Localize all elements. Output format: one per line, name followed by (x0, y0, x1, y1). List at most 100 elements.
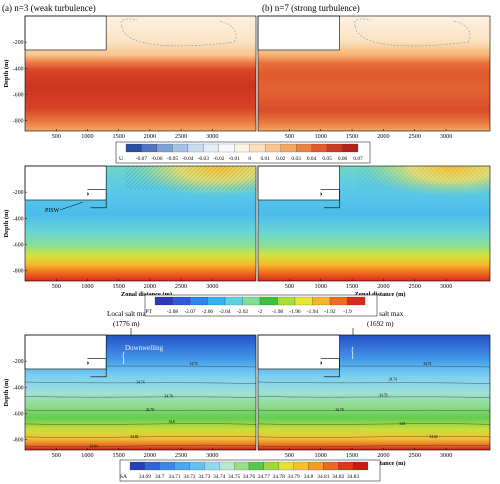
panel-5: 34.72 34.74 34.76 34.78 34.8 34.82 34.84 500 100… (3, 334, 257, 459)
colorbar-swatch (280, 143, 297, 153)
contour-line (257, 444, 491, 447)
colorbar-swatch (172, 143, 188, 153)
circulation-streamline (354, 18, 371, 27)
colorbar-swatch (311, 143, 328, 153)
cavity-outline (87, 189, 107, 209)
y-tick-label: -400 (13, 216, 24, 222)
contour-label: 34.72 (423, 362, 431, 366)
cavity-outline (320, 358, 340, 378)
colorbar-swatch (259, 296, 278, 306)
salt-max-b-line2: (1692 m) (367, 320, 394, 328)
colorbar-tick-label: -2.07 (184, 309, 196, 315)
colorbar-tick-label: 34.81 (317, 474, 329, 480)
colorbar-tick-label: -0.01 (229, 156, 241, 162)
contour-label: 34.82 (130, 435, 138, 439)
outflow-arrow (87, 361, 89, 366)
contour-line (24, 409, 257, 412)
colorbar-swatch (172, 296, 191, 306)
colorbar-swatch (125, 143, 142, 153)
y-tick-label: -800 (13, 438, 24, 444)
x-axis-label: Zonal distance (m) (354, 291, 405, 298)
contour-line (257, 396, 491, 398)
panel-1: 500 1000 1500 2000 2500 3000 -200 -400 -600 -800 D… (3, 15, 257, 140)
x-tick-label: 1500 (112, 133, 124, 140)
colorbar-tick-label: 34.82 (332, 474, 344, 480)
panel-frame (257, 334, 491, 451)
contour-label: 34.74 (389, 378, 397, 382)
x-tick-label: 2500 (409, 133, 421, 140)
colorbar-swatch (207, 296, 226, 306)
x-tick-label: 500 (52, 452, 61, 459)
colorbar-tick-label: 0.07 (353, 156, 363, 162)
colorbar-tick-label: 34.78 (273, 474, 285, 480)
x-tick-label: 2000 (377, 452, 389, 459)
x-tick-label: 1500 (346, 133, 358, 140)
x-tick-label: 1000 (81, 283, 93, 290)
colorbar-swatch (338, 461, 354, 471)
colorbar-swatch (174, 461, 190, 471)
colorbar-swatch (203, 143, 219, 153)
colorbar-tick-label: -2.06 (202, 309, 214, 315)
panel-4: 500 1000 1500 2000 2500 3000 Zonal distance (m… (257, 165, 491, 298)
colorbar-swatch (293, 461, 309, 471)
x-tick-label: 2000 (144, 452, 156, 459)
colorbar-tick-label: 0.02 (276, 156, 286, 162)
colorbar-tick-label: 0.03 (291, 156, 301, 162)
contour-label: 34.76 (379, 393, 387, 397)
y-tick-label: -400 (13, 66, 24, 72)
colorbar-tick-label: 34.77 (258, 474, 270, 480)
x-tick-label: 2000 (144, 133, 156, 140)
colorbar-swatch (263, 461, 279, 471)
panel-frame (257, 165, 491, 282)
colorbar-tick-label: -2.02 (237, 309, 249, 315)
x-tick-label: 3000 (206, 133, 218, 140)
x-tick-label: 1500 (346, 283, 358, 290)
downwelling-label: Downwelling (125, 344, 164, 352)
x-tick-label: 2000 (144, 283, 156, 290)
colorbar-swatch (144, 461, 160, 471)
colorbar-tick-label: -1.98 (272, 309, 284, 315)
panel-frame (257, 15, 491, 132)
panel-frame (24, 165, 257, 282)
colorbar-sa: SA 34.69 34.7 34.71 34.72 34.73 34.74 34.75 34.7… (119, 459, 381, 482)
contour-line (257, 423, 491, 425)
x-tick-label: 3000 (440, 283, 452, 290)
x-tick-label: 500 (52, 283, 61, 290)
colorbar-swatch (353, 461, 369, 471)
contour-line (257, 436, 491, 438)
colorbar-tick-label: -0.04 (182, 156, 194, 162)
colorbar-tick-label: 0.04 (307, 156, 317, 162)
colorbar-name: PT (145, 309, 152, 315)
colorbar-tick-label: -2.08 (167, 309, 179, 315)
colorbar-swatch (154, 296, 173, 306)
contour-label: 34.84 (90, 444, 98, 448)
colorbar-swatch (234, 461, 250, 471)
circulation-streamline (452, 20, 471, 43)
panel-b-title: (b) n=7 (strong turbulence) (262, 3, 360, 13)
x-tick-label: 2500 (175, 283, 187, 290)
colorbar-name: SA (120, 474, 127, 480)
circulation-streamline (354, 26, 469, 47)
colorbar-swatch (265, 143, 281, 153)
outflow-arrow (320, 361, 323, 366)
colorbar-tick-label: -1.92 (324, 309, 336, 315)
x-tick-label: 1500 (112, 452, 124, 459)
salt-max-a-line1: Local salt max (107, 310, 150, 318)
panel-frame (24, 15, 257, 132)
hatched-region (124, 166, 256, 190)
ice-shelf (24, 334, 107, 370)
x-tick-label: 500 (285, 452, 294, 459)
colorbar-swatch (141, 143, 158, 153)
colorbar-swatch (342, 143, 359, 153)
panel-3: 500 1000 1500 2000 2500 3000 -200 -400 -600 -800 D… (3, 165, 257, 298)
ice-shelf (24, 15, 107, 51)
colorbar-swatch (129, 461, 145, 471)
downwelling-arrow (122, 351, 125, 365)
contour-line (24, 444, 257, 447)
colorbar-swatch (323, 461, 339, 471)
salt-max-b-line1: Local salt max (361, 310, 404, 318)
colorbar-swatch (204, 461, 220, 471)
contour-line (24, 381, 257, 384)
downwelling-arrow-b (351, 346, 354, 360)
